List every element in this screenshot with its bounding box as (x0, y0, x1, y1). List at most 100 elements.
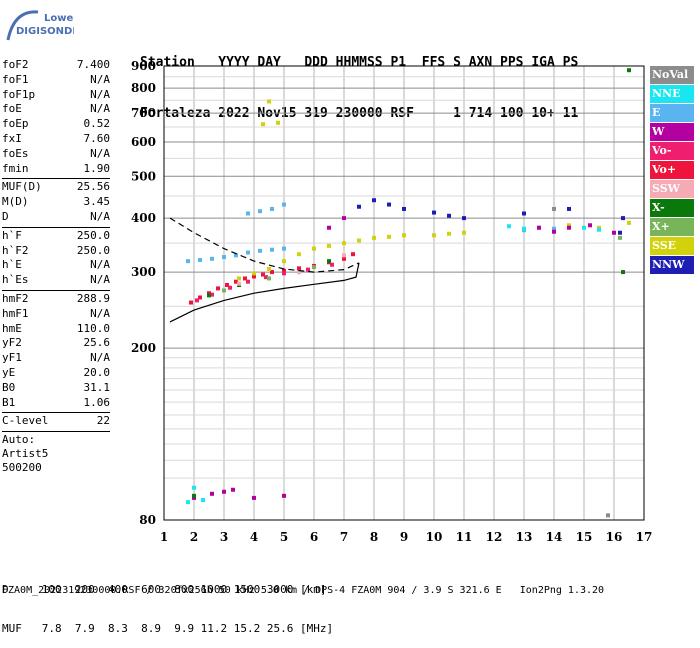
data-point (522, 226, 526, 231)
param-row: foF1 N/A (2, 73, 110, 88)
data-point (222, 288, 226, 293)
data-point (597, 227, 601, 232)
y-tick-label: 500 (131, 169, 156, 183)
chart-grid (163, 65, 645, 521)
data-point (627, 220, 631, 225)
muf-label: MUF (2, 622, 22, 635)
data-point (246, 211, 250, 216)
data-point (243, 276, 247, 281)
legend-item: E (650, 104, 694, 122)
separator-line (2, 412, 110, 414)
param-row: h`F2 250.0 (2, 244, 110, 259)
data-point (552, 229, 556, 234)
data-point (261, 272, 265, 277)
param-value: N/A (90, 273, 110, 287)
data-point (270, 206, 274, 211)
param-value: 288.9 (76, 291, 110, 305)
data-point (186, 500, 190, 505)
param-name: foF1p (2, 87, 36, 101)
data-point (282, 246, 286, 251)
data-point (276, 120, 280, 125)
x-tick-label: 14 (546, 530, 563, 544)
data-point (567, 225, 571, 230)
x-tick-label: 13 (516, 530, 533, 544)
y-tick-label: 800 (131, 81, 156, 95)
legend-item: W (650, 123, 694, 141)
y-tick-label: 200 (131, 341, 156, 355)
file-info-line: FZA0M_2022319230000.RSF / 320fx256h 50 k… (2, 585, 605, 596)
x-tick-label: 17 (636, 530, 653, 544)
data-point (222, 489, 226, 494)
ionogram-chart: 1 2 3 4 5 6 7 8 9 10 11 12 13 14 15 16 17802003004005006… (131, 59, 653, 544)
data-point (372, 235, 376, 240)
auto-software: Artist5 (2, 447, 49, 461)
data-point (192, 485, 196, 490)
param-name: MUF(D) (2, 180, 42, 194)
data-point (267, 276, 271, 281)
param-value: N/A (90, 87, 110, 101)
param-name: B0 (2, 380, 16, 394)
data-point (282, 268, 286, 273)
data-point (231, 487, 235, 492)
data-point (270, 270, 274, 275)
data-point (282, 271, 286, 276)
param-name: B1 (2, 395, 16, 409)
y-tick-label: 80 (139, 513, 156, 527)
y-tick-label: 600 (131, 135, 156, 149)
data-point (447, 213, 451, 218)
param-value: 1.90 (83, 161, 111, 175)
param-name: h`F (2, 228, 22, 242)
data-point (552, 206, 556, 211)
x-tick-label: 10 (426, 530, 443, 544)
data-point (237, 276, 241, 281)
param-value: N/A (90, 102, 110, 116)
data-point (246, 250, 250, 255)
data-point (210, 256, 214, 261)
param-row: h`E N/A (2, 258, 110, 273)
param-row: B1 1.06 (2, 396, 110, 411)
legend-item: SSW (650, 180, 694, 198)
data-point (201, 498, 205, 503)
data-point (588, 223, 592, 228)
param-value: 1.06 (83, 395, 111, 409)
param-row: foF2 7.400 (2, 58, 110, 73)
param-name: fmin (2, 161, 29, 175)
param-value: 22 (96, 414, 110, 428)
param-row: yF2 25.6 (2, 336, 110, 351)
muf-values: 7.8 7.9 8.3 8.9 9.9 11.2 15.2 25.6 [MHz] (21, 622, 334, 635)
legend-item: NoVal (650, 66, 694, 84)
param-value: N/A (90, 146, 110, 160)
param-name: C-level (2, 414, 49, 428)
data-point (387, 202, 391, 207)
data-point (567, 223, 571, 228)
param-value: 250.0 (76, 228, 110, 242)
param-row: hmE 110.0 (2, 322, 110, 337)
param-row: D N/A (2, 210, 110, 225)
data-point (210, 292, 214, 297)
solid-profile-trace (169, 262, 360, 323)
data-point (192, 495, 196, 500)
data-point (234, 253, 238, 258)
x-tick-label: 3 (220, 530, 228, 544)
separator-line (2, 226, 110, 228)
data-point (228, 285, 232, 290)
param-value: 20.0 (83, 365, 111, 379)
data-point (282, 259, 286, 264)
param-value: 0.52 (83, 117, 111, 131)
data-point (432, 210, 436, 215)
y-tick-label: 400 (131, 211, 156, 225)
data-point (189, 300, 193, 305)
data-point (198, 257, 202, 262)
param-name: h`E (2, 258, 22, 272)
data-point (618, 235, 622, 240)
param-row: foF1p N/A (2, 88, 110, 103)
data-point (246, 279, 250, 284)
data-point (282, 202, 286, 207)
data-point (462, 230, 466, 235)
data-point (252, 271, 256, 276)
polarization-legend: NoVal NNE E W Vo- Vo+ SSW X- X+ SSE NNW (650, 66, 694, 275)
data-point (267, 266, 271, 271)
param-value: N/A (90, 306, 110, 320)
data-point (225, 283, 229, 288)
param-value: N/A (90, 351, 110, 365)
